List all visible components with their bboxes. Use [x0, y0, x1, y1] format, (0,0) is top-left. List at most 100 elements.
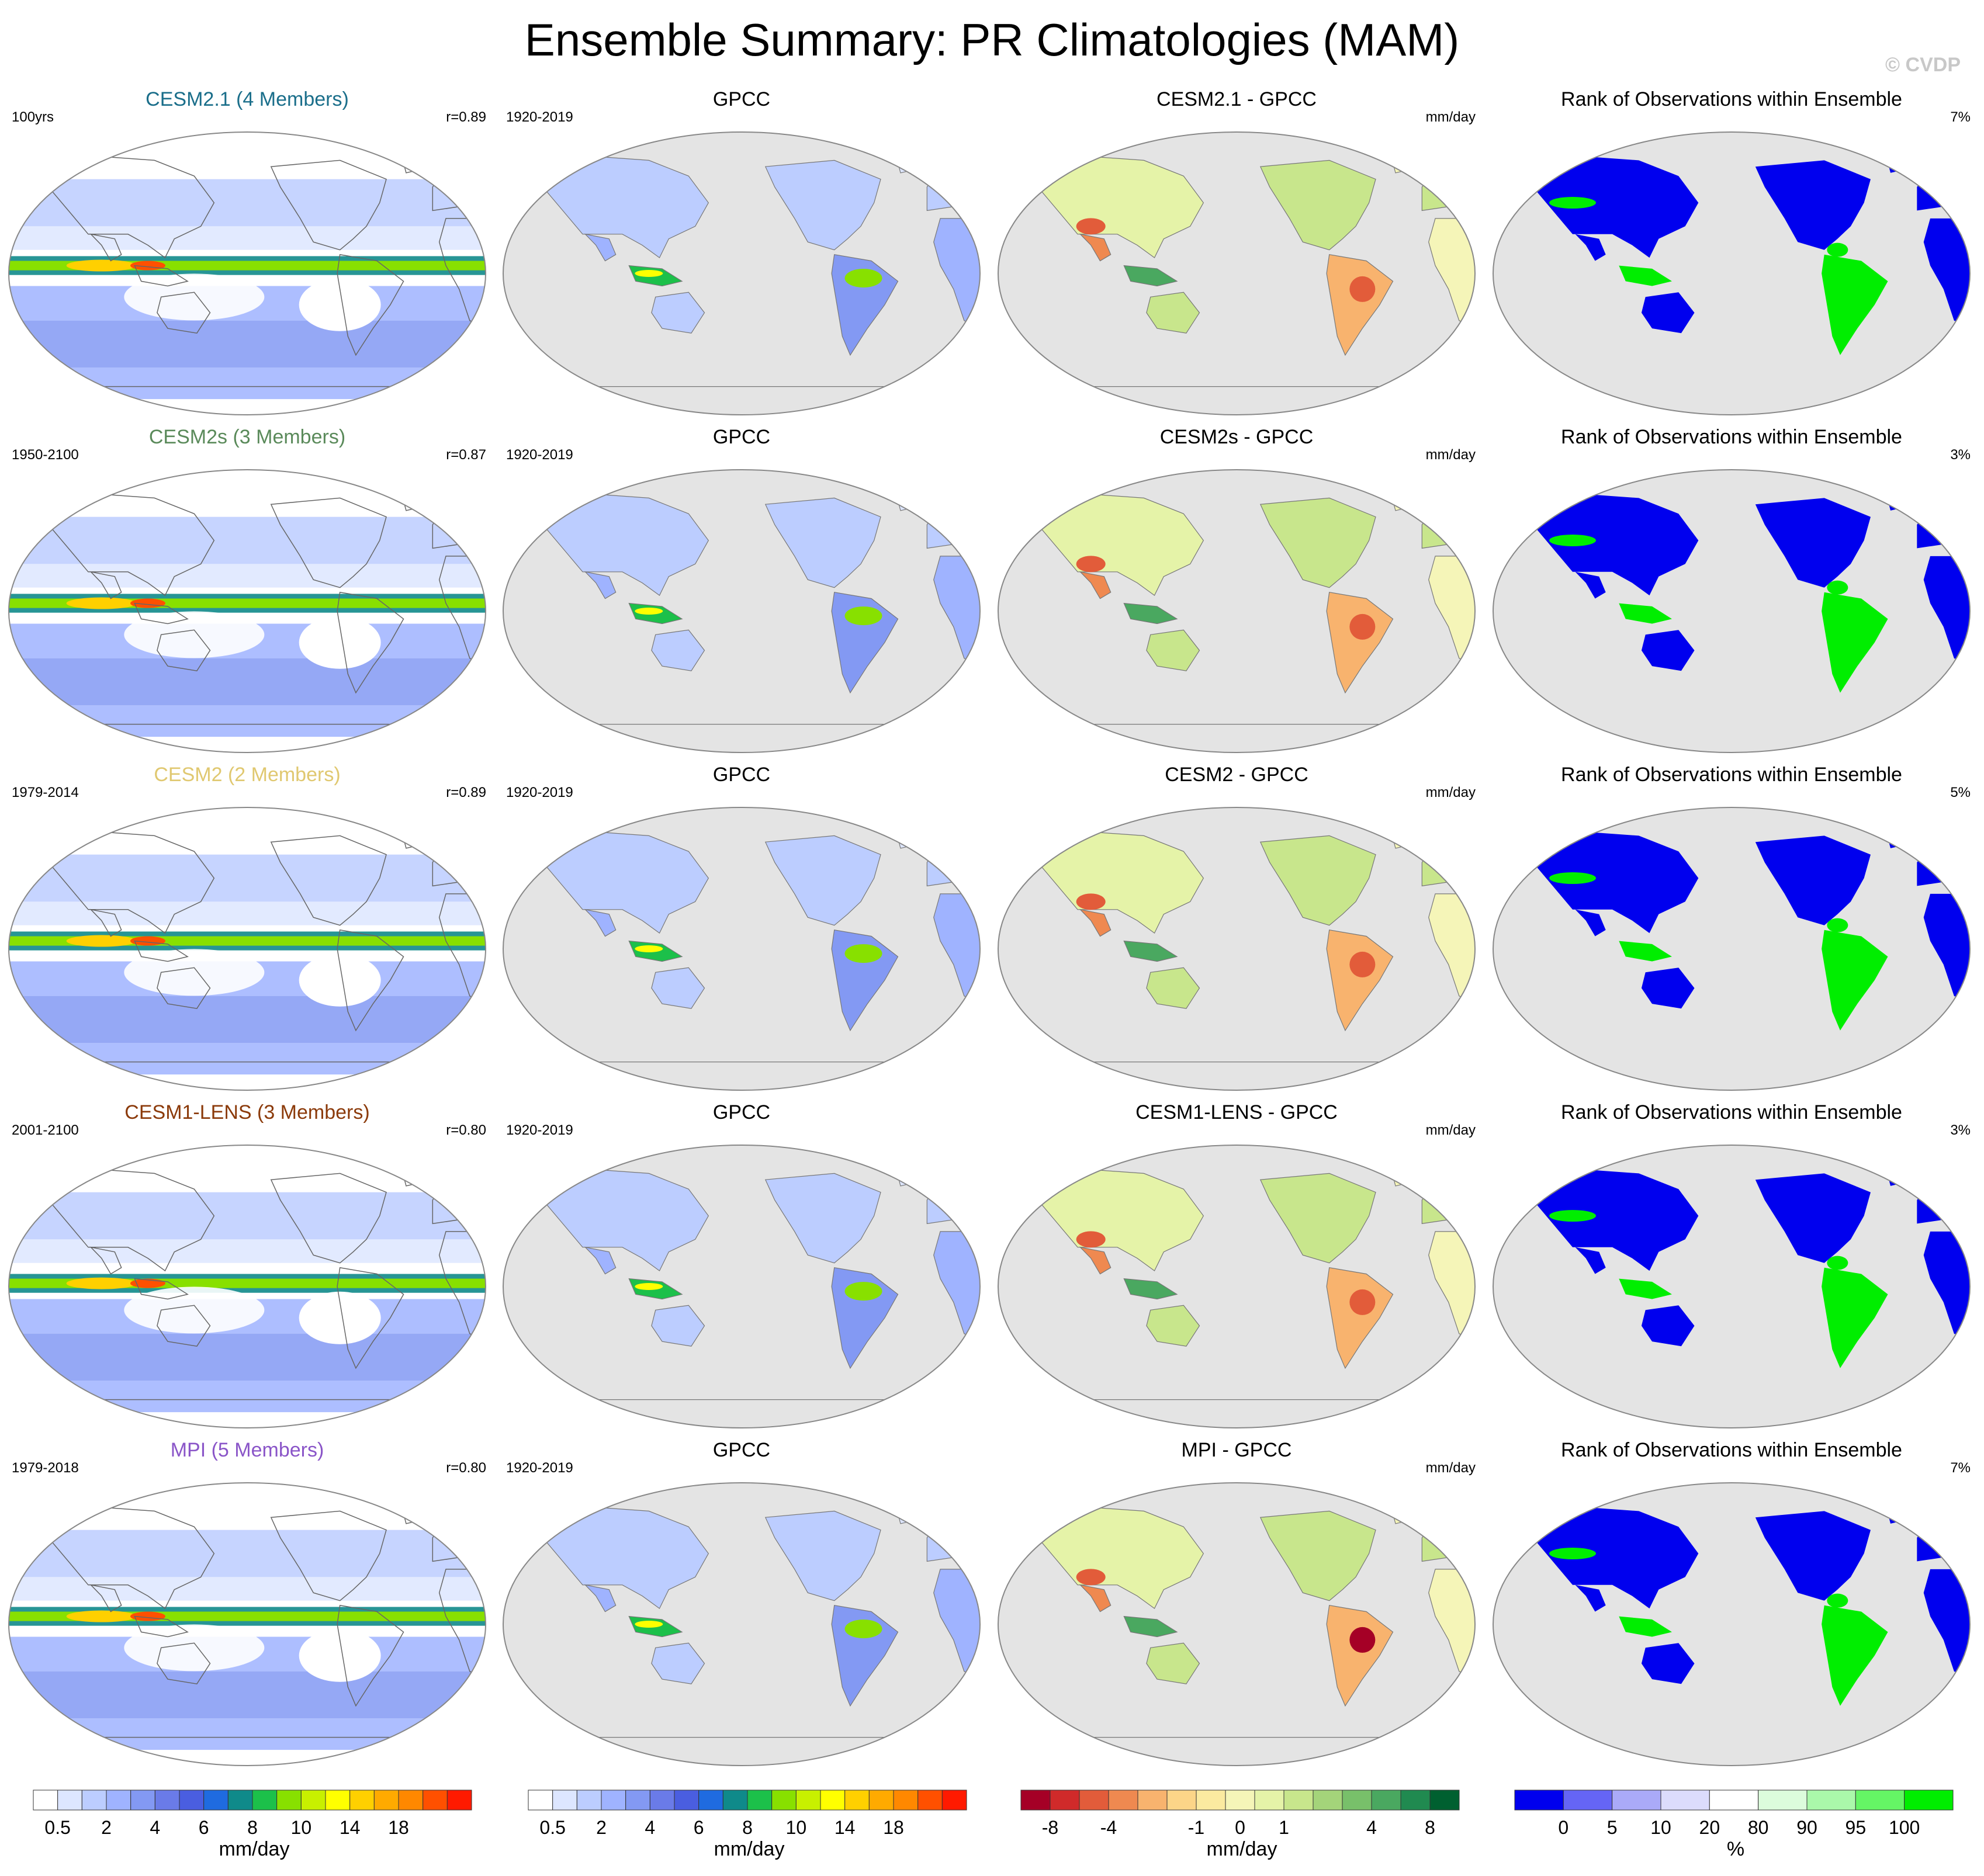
amazon-max	[844, 606, 882, 626]
colorbar-tick-label: 1	[1279, 1817, 1289, 1838]
panel-stat-label: mm/day	[1425, 109, 1476, 125]
map-panel: CESM2.1 (4 Members) 100yrs r=0.89	[0, 88, 494, 425]
panel-stat-label: r=0.89	[446, 109, 486, 125]
colorbar-tick-label: 14	[339, 1817, 361, 1838]
land-north-america	[1259, 835, 1376, 926]
colorbar-tick-label: -4	[1100, 1817, 1117, 1838]
land-india	[1575, 571, 1606, 599]
panel-stat-label: mm/day	[1425, 1122, 1476, 1138]
land-asia	[1024, 1506, 1204, 1610]
land-europe	[1421, 163, 1475, 211]
colorbar-box	[1050, 1790, 1080, 1811]
colorbar-tick-label: 10	[290, 1817, 312, 1838]
colorbar-tick-label: 10	[1650, 1817, 1671, 1838]
dry-zone	[124, 949, 265, 996]
map-panel: GPCC 1920-2019	[494, 763, 989, 1101]
panel-stat-label: 5%	[1950, 785, 1971, 800]
colorbar: 0.5 2 4 6 8 10 14 18 mm/day	[32, 1789, 476, 1860]
land-greenland	[1388, 819, 1429, 849]
land-greenland	[893, 1157, 934, 1187]
land-australia	[1641, 968, 1695, 1009]
precip-band	[9, 1043, 486, 1075]
land-south-america	[1326, 254, 1394, 356]
land-europe	[1421, 1514, 1475, 1562]
coastline-north-america	[270, 835, 387, 926]
land-asia	[529, 830, 709, 934]
colorbar-box	[1660, 1790, 1710, 1811]
colorbar-tick-label: 8	[247, 1817, 258, 1838]
colorbar-box	[1313, 1790, 1343, 1811]
itcz-max	[66, 259, 137, 272]
coastline-asia	[34, 155, 215, 259]
land-africa	[1923, 1231, 1970, 1342]
colorbar-box	[1108, 1790, 1138, 1811]
colorbar-boxes	[1020, 1790, 1460, 1811]
dry-bias	[1076, 556, 1106, 573]
colorbar-box	[227, 1790, 253, 1811]
map-plot	[503, 469, 981, 753]
globe-outline	[998, 1145, 1476, 1428]
dry-bias	[1076, 1231, 1106, 1248]
panel-period-label: 1920-2019	[506, 785, 573, 800]
coastline-india	[89, 1584, 122, 1613]
colorbar-box	[1612, 1790, 1661, 1811]
land-antarctica	[1493, 386, 1970, 415]
colorbar-tick-label: 0.5	[44, 1817, 71, 1838]
colorbar-box	[57, 1790, 82, 1811]
colorbar-tick-label: 20	[1699, 1817, 1720, 1838]
precip-band	[9, 1530, 486, 1577]
colorbar-box	[1166, 1790, 1197, 1811]
rank-high	[1827, 580, 1848, 595]
land-antarctica	[1493, 724, 1970, 753]
precip-band	[9, 1239, 486, 1263]
colorbar-tick-label: 10	[785, 1817, 807, 1838]
colorbar-box	[203, 1790, 228, 1811]
land-australia	[1641, 1643, 1695, 1684]
precip-band	[9, 516, 486, 564]
land-africa	[1428, 556, 1475, 667]
panel-stat-label: 7%	[1950, 109, 1971, 125]
globe-outline	[8, 1145, 486, 1428]
coastline-antarctica	[9, 1061, 486, 1090]
colorbar-box	[276, 1790, 302, 1811]
land-antarctica	[1493, 1062, 1970, 1090]
land-india	[1575, 909, 1606, 937]
colorbar-tick-label: -1	[1187, 1817, 1205, 1838]
dry-zone	[124, 1287, 265, 1334]
globe-outline	[998, 807, 1476, 1091]
colorbar-box	[1020, 1790, 1051, 1811]
land-africa	[933, 1231, 980, 1343]
panel-title: GPCC	[712, 88, 771, 110]
globe-outline	[1493, 807, 1971, 1091]
colorbar-box	[771, 1790, 797, 1811]
precip-band	[9, 320, 486, 368]
ocean-mask	[998, 807, 1475, 1090]
land-maritime	[1123, 940, 1178, 962]
map-plot	[1493, 807, 1971, 1091]
precip-band	[9, 996, 486, 1043]
map-plot	[1493, 1145, 1971, 1428]
itcz-max	[66, 935, 137, 947]
precip-band	[9, 1577, 486, 1601]
colorbar-box	[1225, 1790, 1255, 1811]
colorbar-box	[941, 1790, 967, 1811]
land-greenland	[893, 481, 934, 511]
panel-title: CESM2 (2 Members)	[154, 764, 341, 786]
coastline-maritime	[134, 265, 189, 287]
maritime-max	[635, 945, 663, 952]
precip-band	[9, 564, 486, 588]
map-panel: Rank of Observations within Ensemble 7%	[1484, 1438, 1979, 1776]
dry-zone	[299, 616, 381, 669]
colorbar-box	[1855, 1790, 1905, 1811]
land-south-america	[1822, 930, 1888, 1031]
colorbar-box	[625, 1790, 650, 1811]
colorbar-box	[300, 1790, 326, 1811]
land-india	[1079, 1246, 1112, 1275]
coastline-africa	[438, 556, 486, 667]
land-south-america	[1822, 1605, 1888, 1706]
map-panel: GPCC 1920-2019	[494, 1101, 989, 1438]
land-australia	[1146, 1642, 1200, 1684]
land-africa	[933, 1569, 980, 1680]
colorbar-box	[130, 1790, 155, 1811]
rank-high	[1549, 535, 1596, 546]
